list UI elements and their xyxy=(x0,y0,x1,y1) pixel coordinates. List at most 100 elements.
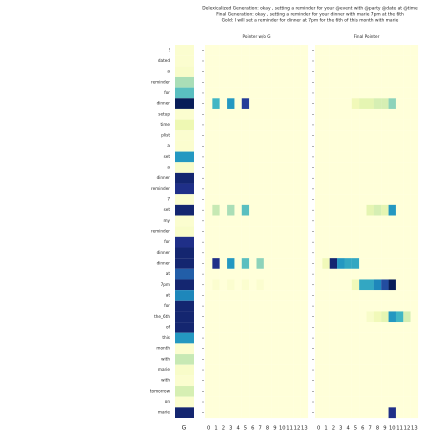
heat-cell xyxy=(271,236,279,248)
heat-cell xyxy=(344,396,352,408)
row-label: dinner xyxy=(157,250,171,255)
heat-cell xyxy=(410,375,419,387)
heat-cell xyxy=(212,279,220,291)
heat-cell xyxy=(329,98,338,110)
heat-cell xyxy=(256,236,264,248)
heat-cell xyxy=(263,300,272,312)
heat-cell xyxy=(344,226,352,237)
heat-cell xyxy=(373,87,382,99)
heat-cell xyxy=(322,183,330,195)
heat-cell xyxy=(278,151,287,163)
x-tick-label: 11 xyxy=(286,426,293,432)
heat-cell xyxy=(263,66,272,78)
heat-cell xyxy=(381,226,389,237)
row-label: plist xyxy=(161,133,170,138)
heat-cell xyxy=(359,375,367,387)
heat-cell xyxy=(337,172,345,184)
heat-cell xyxy=(351,236,360,248)
heat-cell xyxy=(234,194,242,205)
heat-cell xyxy=(256,55,264,67)
heat-cell xyxy=(315,258,323,269)
heat-cell xyxy=(322,247,330,259)
heat-cell xyxy=(285,332,294,344)
heat-cell xyxy=(359,76,367,88)
heat-cell xyxy=(241,66,250,78)
heat-cell xyxy=(219,98,228,110)
heat-cell xyxy=(381,215,389,227)
heat-cell xyxy=(395,364,404,376)
heat-cell xyxy=(359,172,367,184)
heat-cell xyxy=(366,45,374,56)
heat-cell xyxy=(373,140,382,152)
heat-cell xyxy=(249,354,257,365)
title-line: Gold: I will set a reminder for dinner a… xyxy=(222,18,399,24)
row-label: marie xyxy=(158,410,171,415)
heat-cell xyxy=(285,343,294,355)
heat-cell xyxy=(219,215,228,227)
heat-cell xyxy=(315,140,323,152)
g-cell xyxy=(175,130,194,141)
heat-cell xyxy=(234,183,242,195)
heat-cell xyxy=(322,98,330,110)
heat-cell xyxy=(205,162,213,173)
heat-cell xyxy=(329,364,338,376)
heat-cell xyxy=(410,268,419,280)
heat-cell xyxy=(344,290,352,301)
heat-cell xyxy=(388,279,397,291)
heat-cell xyxy=(315,172,323,184)
heat-cell xyxy=(300,375,309,387)
heat-cell xyxy=(300,407,309,419)
heat-cell xyxy=(256,375,264,387)
heat-cell xyxy=(219,151,228,163)
heat-cell xyxy=(205,151,213,163)
g-cell xyxy=(175,279,194,291)
heat-cell xyxy=(388,55,397,67)
heat-cell xyxy=(227,151,235,163)
heat-cell xyxy=(227,343,235,355)
heat-cell xyxy=(249,194,257,205)
heat-cell xyxy=(219,290,228,301)
heat-cell xyxy=(403,332,411,344)
heat-cell xyxy=(410,279,419,291)
heat-cell xyxy=(241,151,250,163)
heat-cell xyxy=(300,183,309,195)
heat-cell xyxy=(271,322,279,333)
heat-cell xyxy=(351,119,360,131)
heat-cell xyxy=(381,119,389,131)
heat-cell xyxy=(263,332,272,344)
heat-cell xyxy=(249,311,257,323)
heat-cell xyxy=(205,55,213,67)
heat-cell xyxy=(395,247,404,259)
heat-cell xyxy=(344,76,352,88)
heat-cell xyxy=(373,151,382,163)
heat-cell xyxy=(395,236,404,248)
title-line: Delexicalized Generation: okay , setting… xyxy=(202,6,418,12)
heat-cell xyxy=(241,183,250,195)
heat-cell xyxy=(322,300,330,312)
heat-cell xyxy=(249,236,257,248)
heat-cell xyxy=(278,354,287,365)
heat-cell xyxy=(271,45,279,56)
heat-cell xyxy=(344,162,352,173)
heat-cell xyxy=(410,258,419,269)
heat-cell xyxy=(322,311,330,323)
heat-cell xyxy=(366,130,374,142)
heat-cell xyxy=(278,172,287,184)
heat-cell xyxy=(205,183,213,195)
heat-cell xyxy=(403,140,411,152)
heat-cell xyxy=(395,45,404,56)
heat-cell xyxy=(285,386,294,397)
heat-cell xyxy=(329,140,338,152)
heat-cell xyxy=(373,364,382,376)
heat-cell xyxy=(315,236,323,248)
heat-cell xyxy=(337,396,345,408)
heat-cell xyxy=(359,204,367,216)
heat-cell xyxy=(344,364,352,376)
heat-cell xyxy=(315,215,323,227)
heat-cell xyxy=(278,311,287,323)
heat-cell xyxy=(337,151,345,163)
heat-cell xyxy=(359,183,367,195)
heat-cell xyxy=(227,332,235,344)
heat-cell xyxy=(205,332,213,344)
heat-cell xyxy=(359,194,367,205)
